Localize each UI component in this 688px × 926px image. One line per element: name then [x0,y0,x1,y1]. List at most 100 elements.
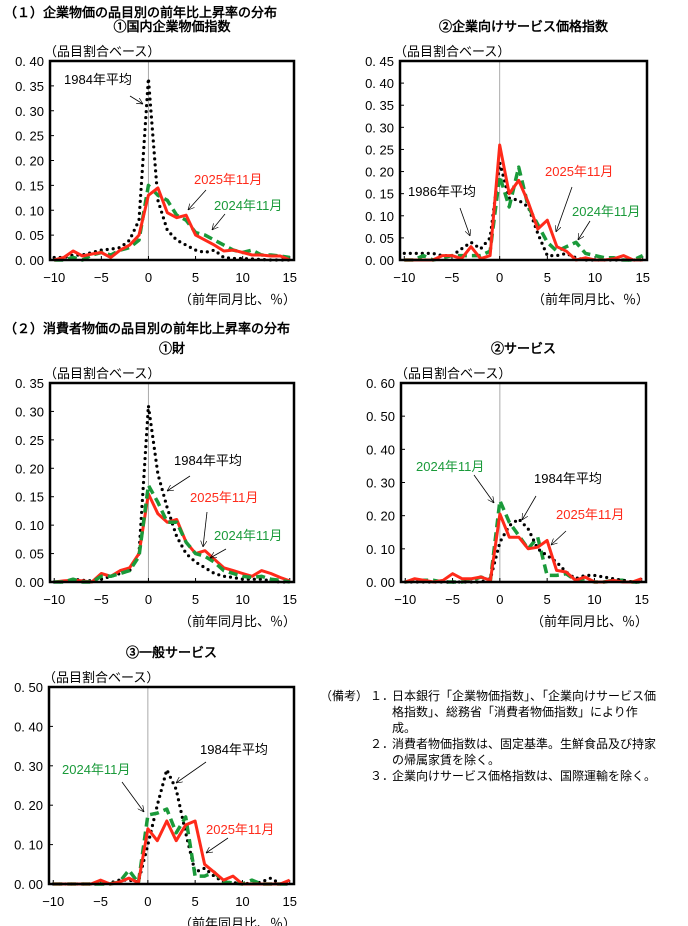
y-tick-label: 0. 20 [15,154,44,169]
series-annotation: 2024年11月 [214,198,282,213]
x-tick-label: −5 [445,270,460,285]
x-tick-label: −5 [94,592,109,607]
series-annotation: 2024年11月 [572,204,640,219]
y-tick-label: 0. 20 [15,461,44,476]
y-tick-label: 0. 25 [365,142,394,157]
series-line-dashed [404,165,644,262]
x-tick-label: 0 [145,592,152,607]
y-axis-label: （品目割合ベース） [394,44,510,59]
x-tick-label: −10 [394,592,416,607]
note-text: 日本銀行「企業物価指数」、「企業向けサービス価格指数」、総務省「消費者物価指数」… [392,689,657,735]
series-annotation: 2025年11月 [206,822,274,837]
x-tick-label: 10 [587,592,601,607]
y-tick-label: 0. 20 [14,798,43,813]
note-number: ３． [370,769,395,783]
y-tick-label: 0. 40 [15,54,44,69]
series-annotation: 2025年11月 [545,164,613,179]
x-axis-label: （前年同月比、％） [179,614,296,629]
series-annotation: 2025年11月 [190,490,258,505]
notes: （備考） １． 日本銀行「企業物価指数」、「企業向けサービス価格指数」、総務省「消費… [320,688,656,784]
x-axis-label: （前年同月比、％） [531,614,648,629]
y-tick-label: 0. 00 [15,575,44,590]
y-tick-label: 0. 30 [365,120,394,135]
annotation-arrow [556,186,573,232]
y-axis-label: （品目割合ベース） [44,366,160,381]
x-tick-label: 5 [544,270,551,285]
y-tick-label: 0. 05 [15,228,44,243]
x-axis-label: （前年同月比、％） [179,292,296,307]
series-line-dashed [54,483,291,584]
y-tick-label: 0. 25 [15,433,44,448]
series-annotation: 1984年平均 [64,72,132,87]
y-tick-label: 0. 30 [15,404,44,419]
annotation-arrow [129,95,143,104]
y-tick-label: 0. 15 [15,490,44,505]
y-tick-label: 0. 35 [15,376,44,391]
y-tick-label: 0. 00 [14,877,43,892]
x-tick-label: 5 [192,592,199,607]
series-line-dashed [53,807,290,886]
y-tick-label: 0. 00 [15,253,44,268]
y-axis-label: （品目割合ベース） [44,44,160,59]
series-annotation: 2025年11月 [556,507,624,522]
notes-head: （備考） [320,689,369,703]
y-tick-label: 0. 25 [15,129,44,144]
x-axis-label: （前年同月比、％） [179,916,296,926]
y-tick-label: 0. 45 [365,54,394,69]
annotation-arrow [188,189,207,210]
y-tick-label: 0. 10 [366,542,395,557]
y-tick-label: 0. 30 [14,759,43,774]
annotation-arrow [578,220,591,240]
series-annotation: 2024年11月 [416,459,484,474]
series-annotation: 2024年11月 [214,528,282,543]
annotation-arrow [212,213,226,230]
plot-frame [399,381,648,584]
y-tick-label: 0. 30 [366,476,395,491]
y-tick-label: 0. 40 [366,442,395,457]
plot-frame [48,381,296,584]
y-tick-label: 0. 30 [15,104,44,119]
note-number: ２． [370,737,395,751]
y-tick-label: 0. 35 [15,79,44,94]
plot-frame [47,685,296,886]
series-annotation: 2025年11月 [194,172,262,187]
x-tick-label: 10 [235,592,249,607]
x-tick-label: 0 [496,592,503,607]
x-tick-label: 0 [496,270,503,285]
y-tick-label: 0. 15 [15,178,44,193]
series-line-solid [404,143,643,262]
y-tick-label: 0. 00 [365,253,394,268]
x-tick-label: 10 [235,270,249,285]
x-tick-label: 5 [192,894,199,909]
y-tick-label: 0. 60 [366,376,395,391]
y-tick-label: 0. 10 [365,209,394,224]
annotation-arrow [459,207,470,236]
chart-title: ①財 [159,341,185,356]
x-tick-label: −10 [393,270,415,285]
x-tick-label: −5 [94,270,109,285]
note-text: 企業向けサービス価格指数は、国際運輸を除く。 [392,769,657,783]
y-tick-label: 0. 40 [365,76,394,91]
chart-title: ①国内企業物価指数 [113,19,231,34]
y-tick-label: 0. 00 [366,575,395,590]
chart-title: ②サービス [491,341,556,356]
y-tick-label: 0. 10 [15,203,44,218]
y-tick-label: 0. 15 [365,187,394,202]
plot-frame [398,59,649,262]
series-line-dotted [403,517,644,584]
y-tick-label: 0. 35 [365,98,394,113]
y-tick-label: 0. 05 [15,547,44,562]
x-tick-label: −10 [43,592,65,607]
annotation-arrow [167,475,191,491]
series-annotation: 1984年平均 [200,742,268,757]
x-axis-label: （前年同月比、％） [532,292,649,307]
x-tick-label: 5 [192,270,199,285]
y-tick-label: 0. 20 [366,509,395,524]
series-annotation: 1984年平均 [174,453,242,468]
annotation-arrow [203,511,208,547]
annotation-arrow [551,530,567,545]
chart-title: ③一般サービス [126,645,217,660]
x-tick-label: 15 [283,270,297,285]
annotation-arrow [121,781,144,812]
